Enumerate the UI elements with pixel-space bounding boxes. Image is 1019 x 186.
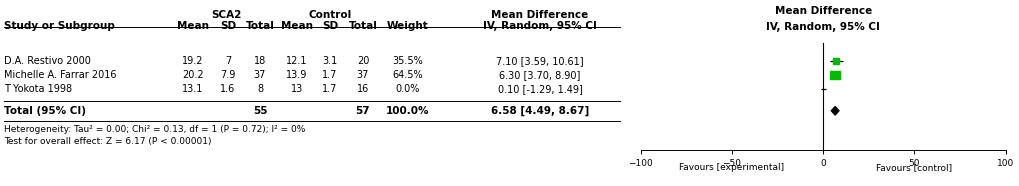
Text: 37: 37 (254, 70, 266, 80)
Text: Total (95% CI): Total (95% CI) (4, 106, 86, 116)
Text: SD: SD (220, 21, 235, 31)
Text: Favours [control]: Favours [control] (875, 163, 952, 172)
Text: Total: Total (348, 21, 377, 31)
Text: 13.1: 13.1 (182, 84, 204, 94)
Text: Control: Control (308, 10, 352, 20)
Text: 8: 8 (257, 84, 263, 94)
Text: 6.30 [3.70, 8.90]: 6.30 [3.70, 8.90] (499, 70, 580, 80)
Text: Test for overall effect: Z = 6.17 (P < 0.00001): Test for overall effect: Z = 6.17 (P < 0… (4, 137, 211, 146)
Text: 19.2: 19.2 (182, 56, 204, 66)
Text: 13: 13 (290, 84, 303, 94)
Text: SCA2: SCA2 (211, 10, 242, 20)
Text: 13.9: 13.9 (286, 70, 308, 80)
Text: 100.0%: 100.0% (386, 106, 429, 116)
Text: Mean Difference: Mean Difference (773, 6, 871, 16)
Text: Weight: Weight (387, 21, 428, 31)
Text: 1.6: 1.6 (220, 84, 235, 94)
Text: 16: 16 (357, 84, 369, 94)
Text: 1.7: 1.7 (322, 70, 337, 80)
Text: Mean Difference: Mean Difference (491, 10, 588, 20)
Polygon shape (830, 107, 839, 115)
Text: 0.0%: 0.0% (395, 84, 420, 94)
Text: Mean: Mean (280, 21, 313, 31)
Text: 20.2: 20.2 (182, 70, 204, 80)
Text: IV, Random, 95% CI: IV, Random, 95% CI (483, 21, 596, 31)
Text: 12.1: 12.1 (286, 56, 308, 66)
Text: Total: Total (246, 21, 274, 31)
Text: 6.58 [4.49, 8.67]: 6.58 [4.49, 8.67] (490, 106, 589, 116)
Bar (828, 71, 839, 79)
Text: Heterogeneity: Tau² = 0.00; Chi² = 0.13, df = 1 (P = 0.72); I² = 0%: Heterogeneity: Tau² = 0.00; Chi² = 0.13,… (4, 125, 305, 134)
Text: 1.7: 1.7 (322, 84, 337, 94)
Text: 64.5%: 64.5% (392, 70, 423, 80)
Text: 7.9: 7.9 (220, 70, 235, 80)
Text: 20: 20 (357, 56, 369, 66)
Text: Favours [experimental]: Favours [experimental] (679, 163, 784, 172)
Text: Mean: Mean (177, 21, 209, 31)
Text: Michelle A. Farrar 2016: Michelle A. Farrar 2016 (4, 70, 116, 80)
Text: 37: 37 (357, 70, 369, 80)
Text: 0.10 [-1.29, 1.49]: 0.10 [-1.29, 1.49] (497, 84, 582, 94)
Text: 57: 57 (356, 106, 370, 116)
Text: Study or Subgroup: Study or Subgroup (4, 21, 115, 31)
Text: 3.1: 3.1 (322, 56, 337, 66)
Text: 18: 18 (254, 56, 266, 66)
Bar (833, 58, 839, 64)
Text: 55: 55 (253, 106, 267, 116)
Text: IV, Random, 95% CI: IV, Random, 95% CI (765, 22, 879, 32)
Text: 7.10 [3.59, 10.61]: 7.10 [3.59, 10.61] (495, 56, 583, 66)
Text: T Yokota 1998: T Yokota 1998 (4, 84, 72, 94)
Text: SD: SD (322, 21, 337, 31)
Text: 7: 7 (224, 56, 231, 66)
Text: D.A. Restivo 2000: D.A. Restivo 2000 (4, 56, 91, 66)
Text: 35.5%: 35.5% (392, 56, 423, 66)
